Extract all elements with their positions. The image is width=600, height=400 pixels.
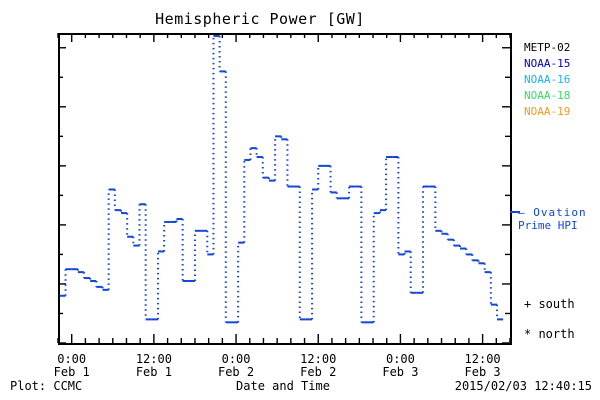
ovation-legend-line2: Prime HPI (518, 219, 578, 232)
page-title: Hemispheric Power [GW] (155, 10, 365, 28)
legend-entry-noaa-19: NOAA-19 (524, 105, 571, 118)
plot-timestamp: 2015/02/03 12:40:15 (454, 379, 592, 393)
plot-source-text: Plot: CCMC (10, 379, 83, 393)
legend-entry-noaa-15: NOAA-15 (524, 57, 571, 70)
legend-entry-noaa-16: NOAA-16 (524, 73, 571, 86)
marker-legend-south: + south (524, 297, 575, 311)
x-tick-label: 0:00 Feb 3 (382, 352, 419, 379)
ovation-legend: — Ovation Prime HPI (518, 206, 587, 232)
legend-entry-noaa-18: NOAA-18 (524, 89, 571, 102)
legend-entry-metp-02: METP-02 (524, 41, 571, 54)
legend: METP-02 NOAA-15 NOAA-16 NOAA-18 NOAA-19 (524, 40, 570, 120)
marker-legend-north: * north (524, 327, 575, 341)
x-tick-label: 0:00 Feb 1 (53, 352, 90, 379)
plot-frame (58, 33, 512, 345)
x-tick-label: 0:00 Feb 2 (217, 352, 255, 379)
x-tick-label: 12:00 Feb 2 (300, 352, 337, 379)
x-tick-label: 12:00 Feb 1 (135, 352, 172, 379)
x-tick-label: 12:00 Feb 3 (464, 352, 501, 379)
ovation-legend-line1: — Ovation (518, 206, 587, 219)
x-axis-label: Date and Time (236, 379, 330, 393)
